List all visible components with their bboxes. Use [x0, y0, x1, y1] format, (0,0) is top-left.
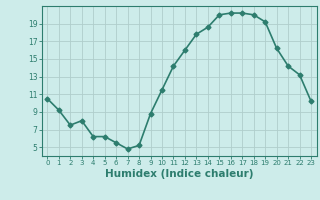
- X-axis label: Humidex (Indice chaleur): Humidex (Indice chaleur): [105, 169, 253, 179]
